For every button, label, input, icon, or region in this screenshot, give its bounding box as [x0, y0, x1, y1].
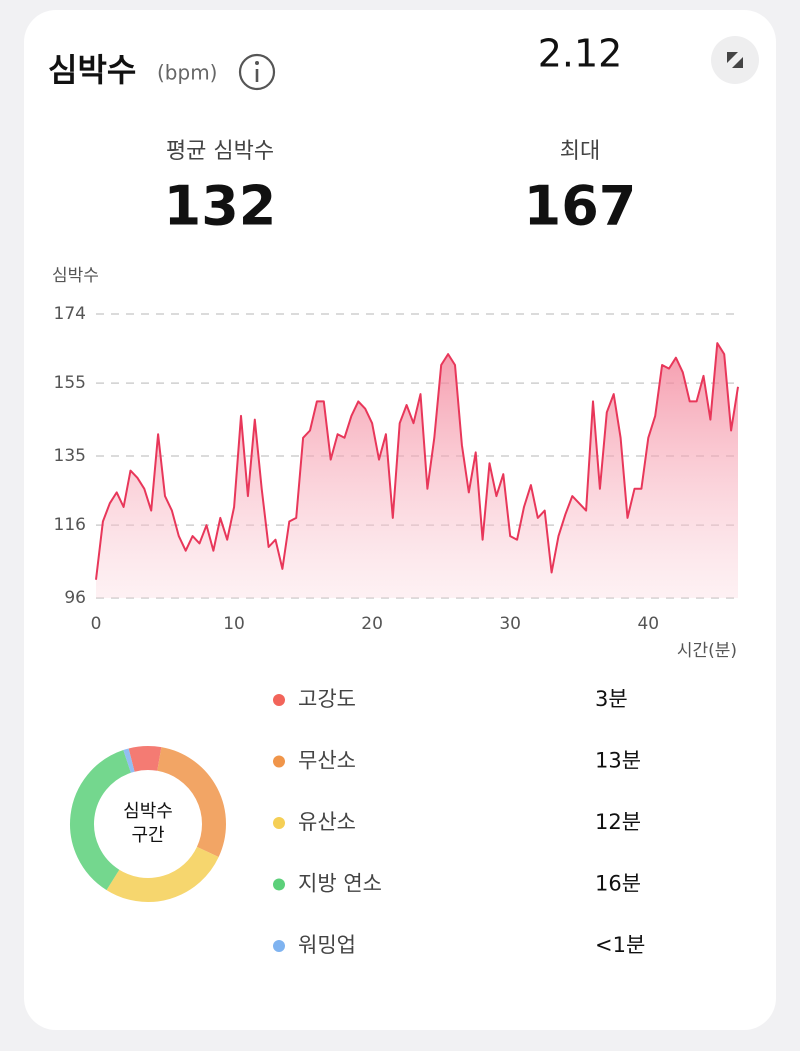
- legend-dot: [273, 817, 285, 829]
- donut-center-label: 심박수: [123, 801, 173, 822]
- legend-name: 지방 연소: [298, 872, 382, 896]
- legend-dot: [273, 940, 285, 952]
- stat-label: 최대: [560, 139, 600, 164]
- title: 심박수: [48, 51, 136, 89]
- donut-segment: [123, 748, 135, 773]
- stat-value: 167: [524, 175, 637, 238]
- x-tick-label: 40: [637, 614, 659, 634]
- date: 2.12: [538, 32, 623, 76]
- legend-value: <1분: [595, 933, 645, 957]
- legend-value: 12분: [595, 810, 641, 834]
- unit: (bpm): [157, 61, 217, 85]
- stat-label: 평균 심박수: [166, 139, 274, 164]
- legend-dot: [273, 755, 285, 768]
- area: [96, 343, 738, 598]
- x-tick-label: 20: [361, 614, 383, 634]
- legend-value: 13분: [595, 749, 641, 773]
- y-tick-label: 155: [54, 373, 86, 393]
- legend-name: 무산소: [298, 749, 356, 773]
- legend-value: 3분: [595, 687, 628, 711]
- legend-dot: [273, 878, 285, 891]
- y-axis-label: 심박수: [52, 266, 99, 286]
- x-tick-label: 0: [91, 614, 102, 634]
- legend-value: 16분: [595, 872, 641, 896]
- legend-dot: [273, 694, 285, 706]
- legend-name: 워밍업: [298, 933, 356, 957]
- donut-segment: [106, 846, 219, 902]
- x-tick-label: 10: [223, 614, 245, 634]
- x-axis-label: 시간(분): [677, 641, 737, 661]
- x-tick-label: 30: [499, 614, 521, 634]
- stat-value: 132: [164, 175, 277, 238]
- legend-name: 유산소: [298, 810, 356, 834]
- y-tick-label: 174: [54, 304, 86, 324]
- legend-name: 고강도: [298, 687, 356, 711]
- donut-center-label: 구간: [131, 825, 164, 846]
- info-icon[interactable]: [238, 53, 276, 91]
- donut-segment: [156, 747, 226, 858]
- line: [95, 342, 739, 580]
- expand-button[interactable]: [711, 36, 759, 84]
- donut-segment: [70, 750, 132, 891]
- y-tick-label: 116: [54, 515, 86, 535]
- donut-segment: [128, 746, 162, 772]
- y-tick-label: 96: [64, 588, 86, 608]
- y-tick-label: 135: [54, 446, 86, 466]
